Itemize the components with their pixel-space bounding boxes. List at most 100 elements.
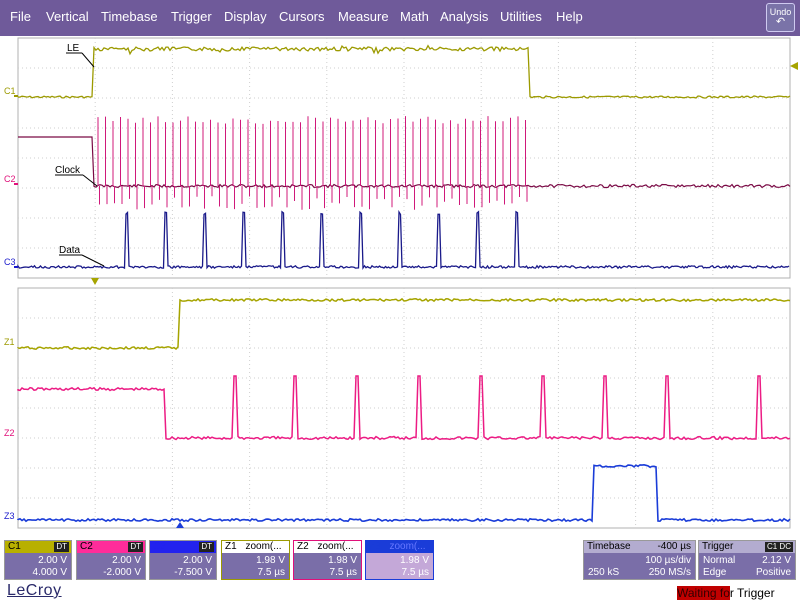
timebase-div: 100 µs/div <box>645 555 691 566</box>
c1-offset: 4.000 V <box>32 567 67 578</box>
menu-timebase[interactable]: Timebase <box>101 9 158 24</box>
c1-header: C1 DT <box>5 541 71 553</box>
annotation-clock: Clock <box>55 165 98 187</box>
lower-grid <box>17 287 791 529</box>
upper-grid <box>17 37 791 279</box>
z1-timebase: 7.5 µs <box>257 567 285 578</box>
timebase-body: 100 µs/div 250 kS 250 MS/s <box>584 553 695 579</box>
timebase-panel[interactable]: Timebase -400 µs 100 µs/div 250 kS 250 M… <box>583 540 696 580</box>
menu-vertical[interactable]: Vertical <box>46 9 89 24</box>
label-c1: C1 <box>4 86 16 96</box>
label-z2: Z2 <box>4 428 15 438</box>
status-highlight: Waiting fo <box>677 586 730 600</box>
trigger-panel[interactable]: Trigger C1 DC Normal 2.12 V Edge Positiv… <box>698 540 796 580</box>
zoom-position-marker <box>176 522 184 528</box>
trigger-mode: Normal <box>703 555 736 566</box>
trace-z2 <box>17 375 791 441</box>
c1-id: C1 <box>8 541 21 552</box>
status-rest: r Trigger <box>729 586 775 600</box>
c2-coupling: DT <box>128 542 143 552</box>
menu-trigger[interactable]: Trigger <box>171 9 212 24</box>
z1-body: 1.98 V 7.5 µs <box>222 553 289 579</box>
zoom-z1-panel[interactable]: Z1 zoom(... 1.98 V 7.5 µs <box>221 540 290 580</box>
z2-scale: 1.98 V <box>328 555 357 566</box>
menu-measure[interactable]: Measure <box>338 9 389 24</box>
menu-cursors[interactable]: Cursors <box>279 9 325 24</box>
trigger-status: Waiting for Trigger <box>677 586 775 600</box>
c3-scale: 2.00 V <box>183 555 212 566</box>
timebase-samples: 250 kS <box>588 567 620 578</box>
c3-coupling: DT <box>199 542 214 552</box>
c3-body: 2.00 V -7.500 V <box>150 553 216 579</box>
trigger-body: Normal 2.12 V Edge Positive <box>699 553 795 579</box>
menu-help[interactable]: Help <box>556 9 583 24</box>
annotation-le-text: LE <box>67 43 80 54</box>
menu-utilities[interactable]: Utilities <box>500 9 542 24</box>
z3-id: Z3 <box>369 541 381 552</box>
z2-kind: zoom(... <box>317 541 354 552</box>
channel-c2-panel[interactable]: C2 DT 2.00 V -2.000 V <box>76 540 146 580</box>
c3-offset: -7.500 V <box>174 567 212 578</box>
z2-timebase: 7.5 µs <box>329 567 357 578</box>
zoom-z3-panel[interactable]: Z3 zoom(... 1.98 V 7.5 µs <box>365 540 434 580</box>
c1-coupling: DT <box>54 542 69 552</box>
menu-math[interactable]: Math <box>400 9 429 24</box>
c2-scale: 2.00 V <box>112 555 141 566</box>
trace-z3 <box>17 463 791 523</box>
menu-file[interactable]: File <box>10 9 31 24</box>
trace-c3 <box>17 209 790 271</box>
label-z3: Z3 <box>4 511 15 521</box>
trace-z1 <box>17 297 791 351</box>
menu-analysis[interactable]: Analysis <box>440 9 489 24</box>
lecroy-logo: LeCroy <box>7 582 62 599</box>
z1-scale: 1.98 V <box>256 555 285 566</box>
trigger-slope: Positive <box>755 567 791 578</box>
timebase-delay: -400 µs <box>657 541 691 552</box>
annotation-data-text: Data <box>59 245 81 256</box>
z1-kind: zoom(... <box>245 541 282 552</box>
z2-body: 1.98 V 7.5 µs <box>294 553 361 579</box>
z2-id: Z2 <box>297 541 309 552</box>
c2-offset: -2.000 V <box>103 567 141 578</box>
trigger-position-marker <box>91 278 99 285</box>
z1-id: Z1 <box>225 541 237 552</box>
z3-kind: zoom(... <box>389 541 426 552</box>
z3-scale: 1.98 V <box>400 555 429 566</box>
trigger-label: Trigger <box>702 541 734 552</box>
z3-timebase: 7.5 µs <box>401 567 429 578</box>
trigger-header: Trigger C1 DC <box>699 541 795 553</box>
trigger-source: C1 DC <box>764 542 793 552</box>
timebase-rate: 250 MS/s <box>648 567 691 578</box>
channel-c3-panel[interactable]: C3 DT 2.00 V -7.500 V <box>149 540 217 580</box>
undo-label: Undo <box>769 7 792 17</box>
timebase-label: Timebase <box>587 541 631 552</box>
trigger-level-marker <box>790 62 798 70</box>
channel-c1-panel[interactable]: C1 DT 2.00 V 4.000 V <box>4 540 72 580</box>
c2-id: C2 <box>80 541 93 552</box>
label-c2: C2 <box>4 174 16 184</box>
trace-c2 <box>18 136 791 189</box>
c2-header: C2 DT <box>77 541 145 553</box>
trace-c2-spikes <box>97 116 528 210</box>
trigger-level: 2.12 V <box>762 555 791 566</box>
c3-id: C3 <box>153 541 166 552</box>
c1-body: 2.00 V 4.000 V <box>5 553 71 579</box>
z3-body: 1.98 V 7.5 µs <box>366 553 433 579</box>
undo-arrow-icon: ↶ <box>775 16 786 28</box>
undo-button[interactable]: Undo ↶ <box>766 3 795 32</box>
annotation-le: LE <box>66 43 95 68</box>
menu-bar: File Vertical Timebase Trigger Display C… <box>0 0 800 36</box>
zoom-z2-panel[interactable]: Z2 zoom(... 1.98 V 7.5 µs <box>293 540 362 580</box>
trigger-type: Edge <box>703 567 727 578</box>
c1-scale: 2.00 V <box>38 555 67 566</box>
timebase-header: Timebase -400 µs <box>584 541 695 553</box>
annotation-data: Data <box>59 245 105 267</box>
scope-display: C1 C2 C3 Z1 Z2 Z3 LE Clock Data <box>4 37 798 529</box>
annotation-clock-text: Clock <box>55 165 81 176</box>
menu-display[interactable]: Display <box>224 9 267 24</box>
z3-header: Z3 zoom(... <box>366 541 433 553</box>
c2-body: 2.00 V -2.000 V <box>77 553 145 579</box>
c3-header: C3 DT <box>150 541 216 553</box>
label-c3: C3 <box>4 257 16 267</box>
label-z1: Z1 <box>4 337 15 347</box>
